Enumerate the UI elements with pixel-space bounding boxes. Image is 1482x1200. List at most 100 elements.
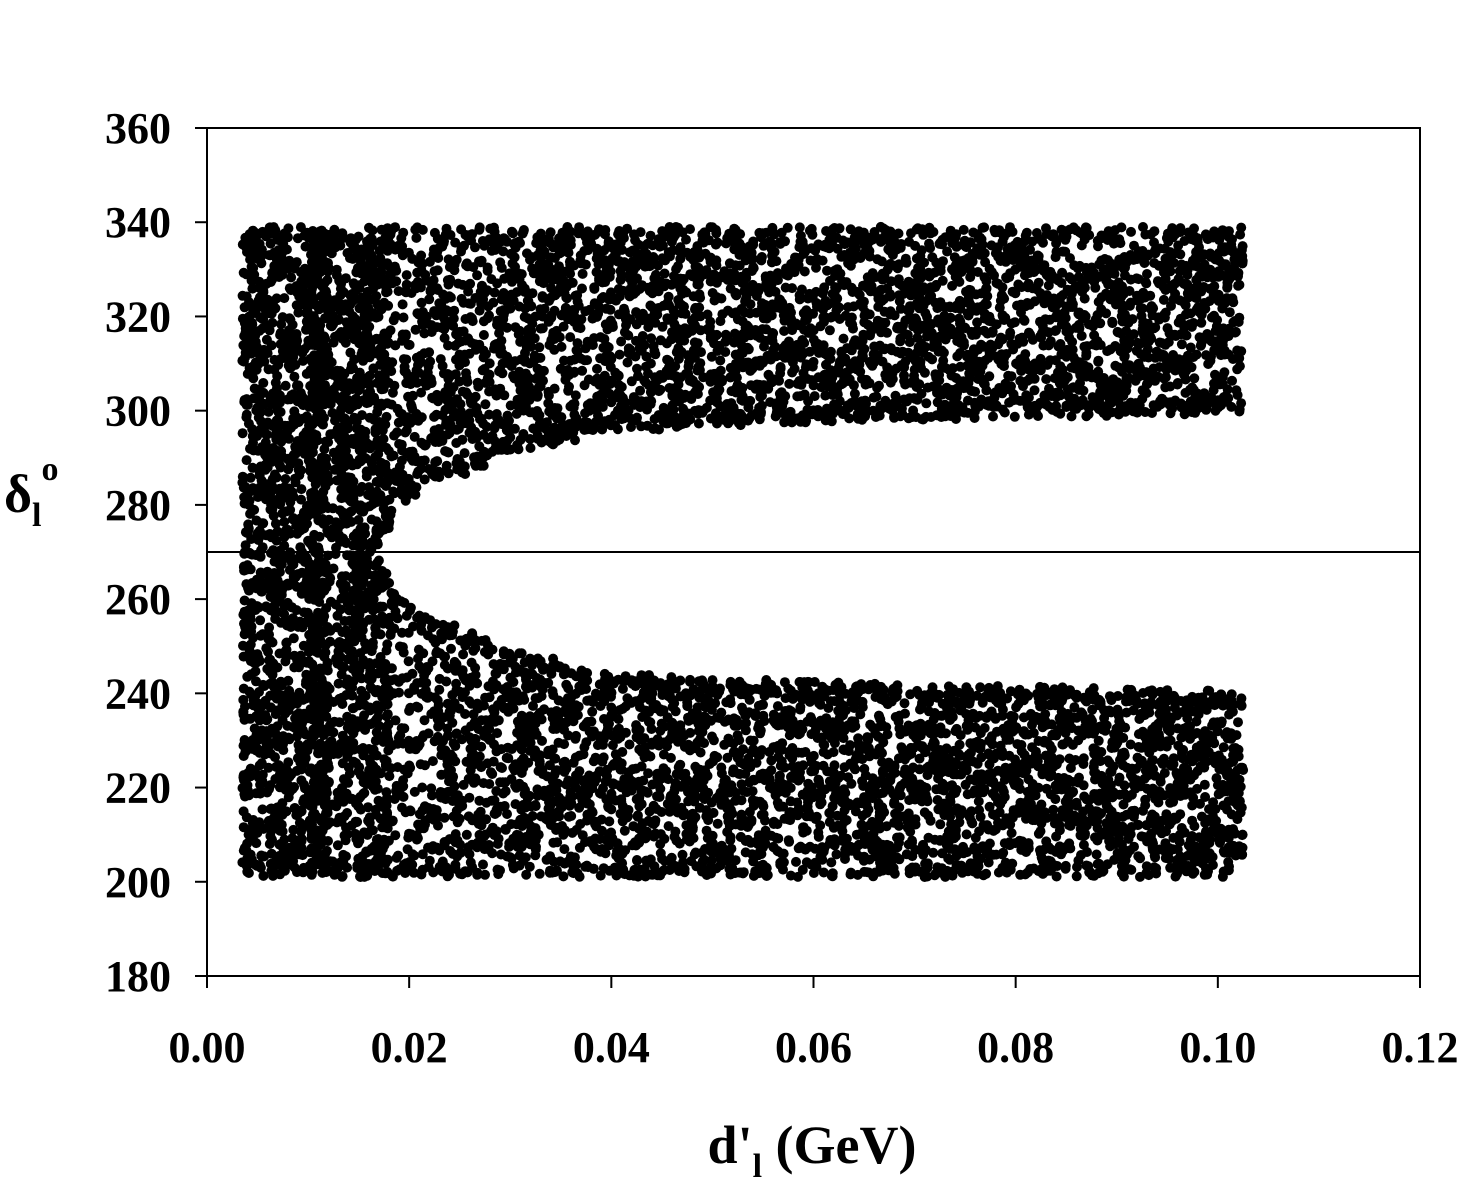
data-point [420,440,430,451]
data-point [440,446,451,457]
data-point [616,270,627,280]
data-point [1061,400,1072,411]
data-point [413,466,424,477]
data-point [680,308,691,319]
data-point [791,856,801,867]
data-point [624,247,635,258]
data-point [1183,292,1194,303]
data-point [1006,318,1017,329]
data-point [1029,385,1040,396]
data-point [607,319,618,329]
data-point [994,302,1005,313]
data-point [650,423,660,434]
data-point [1159,373,1170,384]
data-point [972,317,983,328]
data-point [576,314,587,325]
data-point [910,240,921,251]
data-point [648,254,659,265]
data-point [1076,330,1087,341]
data-point [812,301,822,312]
data-point [1115,289,1126,300]
data-point [900,315,911,326]
data-point [694,302,705,313]
data-point [496,343,506,354]
data-point [755,355,766,366]
data-point [478,418,489,429]
data-point [671,371,682,382]
data-point [412,267,423,278]
data-point [535,372,546,383]
data-point [496,262,507,273]
data-point [753,328,764,339]
data-point [397,299,408,310]
data-point [534,410,545,421]
data-point [824,325,835,336]
data-point [1076,228,1087,239]
data-point [425,356,436,367]
data-point [871,391,882,402]
data-point [636,421,647,432]
data-point [978,378,989,389]
data-point [837,409,848,420]
data-point [895,336,906,347]
data-point [702,309,713,320]
data-point [992,249,1003,260]
data-point [751,408,762,419]
data-point [780,282,791,293]
data-point [942,246,953,257]
data-point [642,404,652,415]
data-point [539,303,550,314]
data-point [885,226,896,237]
data-point [674,298,685,309]
data-point [613,379,624,390]
data-point [479,364,490,374]
data-point [653,303,664,313]
data-point [550,290,561,301]
data-point [626,422,636,432]
data-point [1107,263,1118,274]
data-point [1217,372,1228,383]
data-point [456,293,467,304]
data-point [626,376,637,387]
data-point [1224,323,1234,334]
data-point [1187,382,1198,393]
data-point [924,238,934,249]
data-point [1117,316,1128,327]
data-point [918,414,929,425]
data-point [857,335,868,346]
data-point [751,291,762,301]
data-point [400,427,411,438]
data-point [1115,238,1126,249]
data-point [967,330,978,340]
data-point [877,268,888,279]
data-point [954,295,965,306]
data-point [766,257,777,268]
data-point [952,240,963,251]
data-point [934,369,945,380]
data-point [712,345,723,356]
data-point [438,238,449,249]
data-point [442,275,453,286]
data-point [981,299,992,310]
data-point [859,411,870,422]
data-point [1055,292,1066,302]
data-point [1031,359,1042,370]
data-point [681,234,691,245]
data-point [1010,288,1021,299]
data-point [510,261,520,272]
data-point [1054,378,1065,389]
data-point [1039,297,1050,308]
data-point [868,405,879,416]
data-point [1035,288,1046,299]
data-point [911,315,922,326]
data-point [632,363,642,374]
data-point [419,455,430,466]
data-point [1090,314,1101,325]
data-point [1209,336,1220,347]
data-point [506,226,517,237]
data-point [769,246,780,257]
data-point [406,481,417,492]
data-point [1143,249,1154,260]
data-point [1210,345,1221,356]
